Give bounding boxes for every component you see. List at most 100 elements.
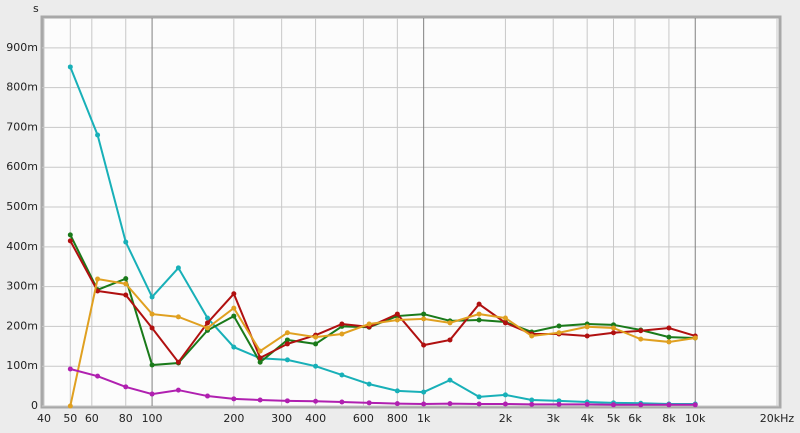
- data-point: [67, 238, 73, 244]
- data-point: [394, 388, 400, 394]
- data-point: [231, 305, 237, 311]
- y-tick-label: 200m: [6, 319, 38, 332]
- data-point: [339, 331, 345, 337]
- data-point: [666, 402, 672, 408]
- y-tick-label: 0: [31, 399, 38, 412]
- data-point: [366, 321, 372, 327]
- data-point: [447, 337, 453, 343]
- data-point: [476, 311, 482, 317]
- data-point: [394, 317, 400, 323]
- data-point: [421, 316, 427, 322]
- data-point: [339, 399, 345, 405]
- x-tick-label: 5k: [607, 412, 621, 425]
- data-point: [205, 315, 211, 321]
- y-tick-label: 600m: [6, 160, 38, 173]
- x-tick-label: 300: [271, 412, 292, 425]
- y-unit: s: [33, 2, 39, 15]
- data-point: [638, 336, 644, 342]
- x-tick-label: 40: [37, 412, 51, 425]
- data-point: [149, 311, 155, 317]
- data-point: [67, 64, 73, 70]
- data-point: [476, 401, 482, 407]
- data-point: [556, 330, 562, 336]
- data-point: [692, 335, 698, 341]
- data-point: [394, 311, 400, 317]
- x-tick-label: 1k: [417, 412, 431, 425]
- data-point: [366, 381, 372, 387]
- data-point: [610, 330, 616, 336]
- x-tick-label: 3k: [547, 412, 561, 425]
- data-point: [421, 311, 427, 317]
- data-point: [257, 359, 263, 365]
- data-point: [284, 357, 290, 363]
- data-point: [95, 276, 101, 282]
- data-point: [205, 320, 211, 326]
- data-point: [666, 334, 672, 340]
- data-point: [476, 317, 482, 323]
- data-point: [175, 265, 181, 271]
- x-tick-label: 50: [63, 412, 77, 425]
- data-point: [149, 391, 155, 397]
- data-point: [692, 402, 698, 408]
- data-point: [123, 384, 129, 390]
- data-point: [638, 328, 644, 334]
- data-point: [476, 301, 482, 307]
- x-tick-label: 2k: [499, 412, 513, 425]
- data-point: [67, 232, 73, 238]
- x-tick-label: 10k: [685, 412, 706, 425]
- data-point: [529, 333, 535, 339]
- x-tick-label: 8k: [662, 412, 676, 425]
- data-point: [421, 401, 427, 407]
- data-point: [205, 393, 211, 399]
- data-point: [149, 325, 155, 331]
- data-point: [175, 359, 181, 365]
- x-tick-label: 6k: [628, 412, 642, 425]
- data-point: [447, 401, 453, 407]
- data-point: [284, 330, 290, 336]
- data-point: [231, 344, 237, 350]
- data-point: [313, 334, 319, 340]
- data-point: [149, 294, 155, 300]
- y-tick-label: 500m: [6, 200, 38, 213]
- data-point: [556, 323, 562, 329]
- data-point: [447, 320, 453, 326]
- x-tick-label: 20kHz: [760, 412, 795, 425]
- series-line: [69, 277, 696, 407]
- data-point: [284, 337, 290, 343]
- data-point: [95, 288, 101, 294]
- x-tick-label: 200: [223, 412, 244, 425]
- x-tick-label: 4k: [580, 412, 594, 425]
- data-point: [366, 400, 372, 406]
- data-point: [529, 401, 535, 407]
- data-point: [638, 402, 644, 408]
- data-point: [502, 401, 508, 407]
- x-tick-label: 800: [387, 412, 408, 425]
- data-point: [502, 315, 508, 321]
- data-point: [123, 292, 129, 298]
- data-point: [95, 132, 101, 138]
- data-point: [67, 366, 73, 372]
- data-point: [610, 402, 616, 408]
- y-tick-label: 100m: [6, 359, 38, 372]
- data-point: [149, 362, 155, 368]
- x-tick-label: 100: [142, 412, 163, 425]
- data-point: [502, 392, 508, 398]
- data-point: [257, 348, 263, 354]
- data-point: [67, 403, 73, 409]
- data-point: [205, 325, 211, 331]
- data-point: [421, 342, 427, 348]
- data-point: [313, 398, 319, 404]
- y-tick-label: 300m: [6, 280, 38, 293]
- data-point: [584, 401, 590, 407]
- data-point: [421, 389, 427, 395]
- data-point: [394, 401, 400, 407]
- x-tick-label: 60: [85, 412, 99, 425]
- data-point: [123, 239, 129, 245]
- data-point: [529, 397, 535, 403]
- data-point: [666, 339, 672, 345]
- y-tick-label: 800m: [6, 81, 38, 94]
- data-point: [339, 321, 345, 327]
- data-point: [584, 324, 590, 330]
- x-tick-label: 80: [119, 412, 133, 425]
